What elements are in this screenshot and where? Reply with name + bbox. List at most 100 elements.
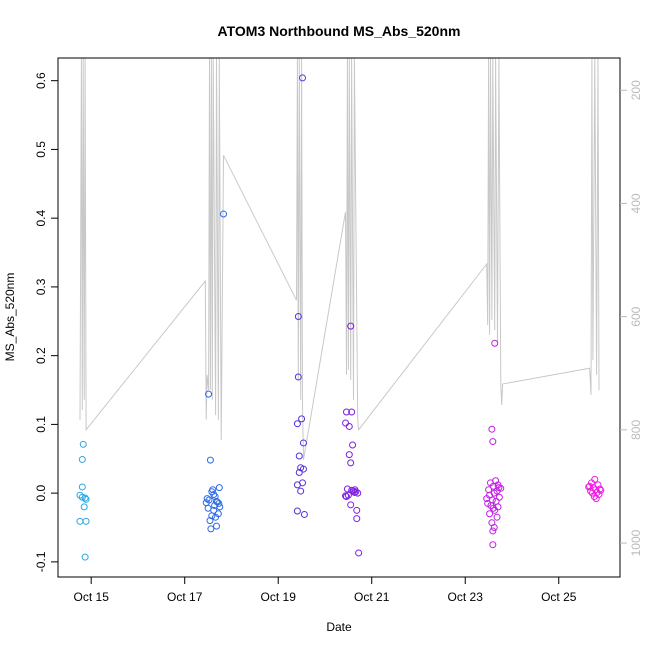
point bbox=[493, 513, 501, 521]
point bbox=[293, 507, 301, 515]
point bbox=[351, 486, 359, 494]
point bbox=[216, 503, 224, 511]
point bbox=[488, 425, 496, 433]
point bbox=[489, 438, 497, 446]
point bbox=[489, 504, 497, 512]
point bbox=[349, 441, 357, 449]
point bbox=[215, 484, 223, 492]
point bbox=[215, 499, 223, 507]
point bbox=[78, 493, 86, 501]
point bbox=[79, 440, 87, 448]
y-tick-label: -0.1 bbox=[34, 551, 48, 572]
point bbox=[483, 495, 491, 503]
point bbox=[348, 408, 356, 416]
point bbox=[299, 465, 307, 473]
point bbox=[78, 455, 86, 463]
y2-tick-label: 1000 bbox=[629, 529, 643, 556]
point bbox=[347, 459, 355, 467]
point bbox=[342, 408, 350, 416]
point bbox=[206, 456, 214, 464]
depth-line bbox=[79, 58, 600, 460]
point bbox=[81, 553, 89, 561]
point bbox=[489, 527, 497, 535]
point bbox=[355, 549, 363, 557]
point bbox=[82, 517, 90, 525]
point bbox=[495, 493, 503, 501]
x-axis-label: Date bbox=[326, 620, 352, 634]
point bbox=[597, 486, 605, 494]
point bbox=[212, 513, 220, 521]
point bbox=[82, 495, 90, 503]
point bbox=[299, 74, 307, 82]
point bbox=[489, 541, 497, 549]
point bbox=[80, 503, 88, 511]
point bbox=[294, 373, 302, 381]
y-axis-label: MS_Abs_520nm bbox=[3, 273, 17, 362]
y2-tick-label: 800 bbox=[629, 420, 643, 440]
point bbox=[204, 504, 212, 512]
point bbox=[344, 491, 352, 499]
y-tick-label: 0.6 bbox=[34, 72, 48, 89]
point bbox=[213, 522, 221, 530]
point bbox=[211, 502, 219, 510]
point bbox=[591, 475, 599, 483]
point bbox=[588, 489, 596, 497]
point bbox=[342, 419, 350, 427]
y2-tick-label: 200 bbox=[629, 80, 643, 100]
point bbox=[345, 422, 353, 430]
point bbox=[342, 492, 350, 500]
point bbox=[491, 339, 499, 347]
x-tick-label: Oct 19 bbox=[261, 590, 297, 604]
point bbox=[342, 493, 350, 501]
point bbox=[81, 494, 89, 502]
y-tick-label: 0.2 bbox=[34, 347, 48, 364]
point bbox=[350, 488, 358, 496]
point bbox=[297, 487, 305, 495]
point bbox=[495, 484, 503, 492]
y-tick-label: 0.5 bbox=[34, 141, 48, 158]
line-layer bbox=[79, 58, 600, 460]
point bbox=[76, 517, 84, 525]
point bbox=[210, 491, 218, 499]
point bbox=[486, 510, 494, 518]
plot-frame bbox=[57, 57, 621, 578]
x-tick-label: Oct 21 bbox=[354, 590, 390, 604]
point bbox=[205, 390, 213, 398]
point bbox=[294, 312, 302, 320]
point bbox=[220, 210, 228, 218]
point bbox=[295, 452, 303, 460]
y2-tick-label: 400 bbox=[629, 193, 643, 213]
points-layer bbox=[76, 74, 605, 561]
point bbox=[490, 524, 498, 532]
point bbox=[208, 512, 216, 520]
y-tick-label: 0.4 bbox=[34, 210, 48, 227]
point bbox=[586, 482, 594, 490]
point bbox=[207, 525, 215, 533]
point bbox=[485, 486, 493, 494]
point bbox=[585, 483, 593, 491]
point bbox=[590, 493, 598, 501]
x-tick-label: Oct 17 bbox=[167, 590, 203, 604]
point bbox=[298, 415, 306, 423]
point bbox=[491, 506, 499, 514]
point bbox=[353, 506, 361, 514]
x-tick-label: Oct 23 bbox=[448, 590, 484, 604]
point bbox=[293, 420, 301, 428]
point bbox=[353, 515, 361, 523]
point bbox=[300, 510, 308, 518]
point bbox=[592, 495, 600, 503]
y-tick-label: 0.0 bbox=[34, 484, 48, 501]
point bbox=[293, 481, 301, 489]
point bbox=[78, 483, 86, 491]
point bbox=[299, 439, 307, 447]
point bbox=[203, 495, 211, 503]
y-tick-label: 0.3 bbox=[34, 278, 48, 295]
point bbox=[587, 487, 595, 495]
point bbox=[206, 517, 214, 525]
x-tick-label: Oct 25 bbox=[541, 590, 577, 604]
y-tick-label: 0.1 bbox=[34, 416, 48, 433]
chart-title: ATOM3 Northbound MS_Abs_520nm bbox=[218, 23, 461, 39]
y2-tick-label: 600 bbox=[629, 306, 643, 326]
point bbox=[347, 501, 355, 509]
point bbox=[345, 451, 353, 459]
